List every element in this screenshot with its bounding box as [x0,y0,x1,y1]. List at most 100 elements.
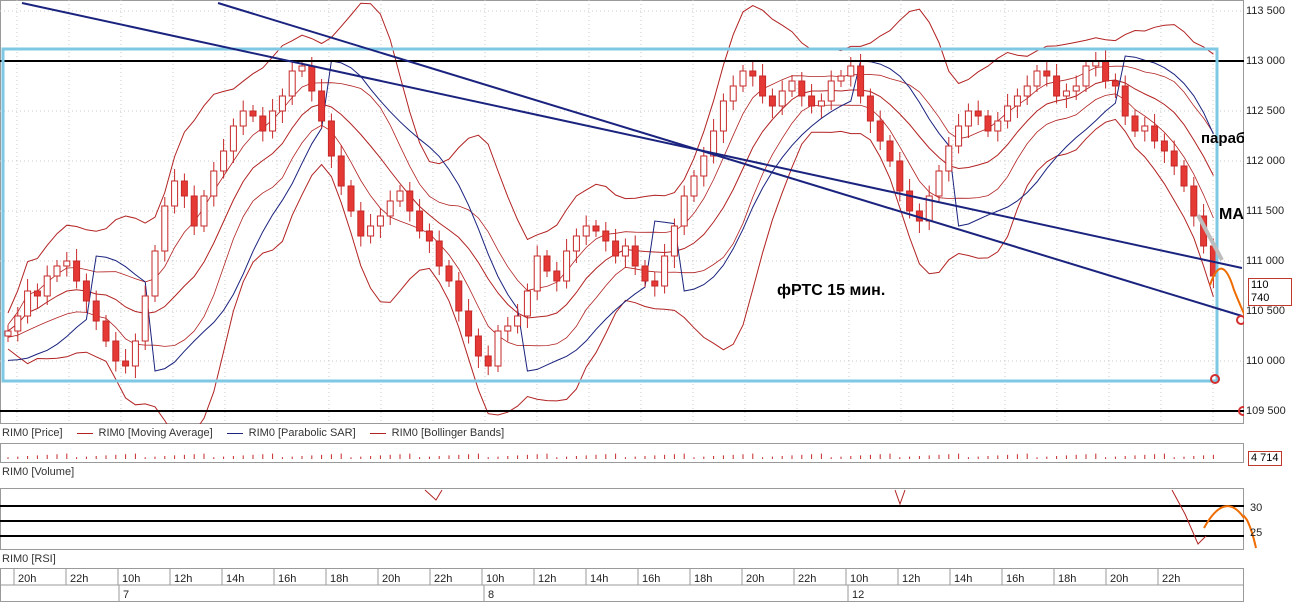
candle-body [974,110,982,117]
time-label: 22h [798,573,816,585]
bollinger-inner-upper [7,65,1214,325]
candle-body [964,110,972,127]
candle-body [817,100,825,107]
legend-sar-swatch [226,432,243,434]
price-tick: 112 000 [1246,155,1285,167]
candle-body [337,155,345,187]
legend-moving-average: RIM0 [Moving Average] [98,427,213,439]
candle-body [651,280,659,287]
price-pane: фРТС 15 мин. параболик МА [0,0,1280,424]
price-tick: 110 500 [1246,305,1285,317]
candle-body [690,175,698,197]
candle-body [308,65,316,92]
day-label: 12 [852,589,864,601]
candle-body [376,215,384,227]
time-label: 16h [1006,573,1024,585]
candle-body [367,225,375,237]
rsi-line [1171,489,1207,545]
candle-body [386,200,394,217]
candle-body [318,90,326,122]
candle-body [984,115,992,132]
candle-body [729,85,737,102]
candle-body [269,110,277,132]
legend-parabolic-sar: RIM0 [Parabolic SAR] [248,427,356,439]
rsi-tick: 30 [1250,502,1263,514]
time-label: 14h [954,573,972,585]
candle-body [1131,115,1139,132]
time-label: 14h [226,573,244,585]
candle-body [406,190,414,212]
time-label: 12h [538,573,556,585]
candle-body [788,80,796,92]
candle-body [494,330,502,367]
candle-body [768,95,776,107]
rsi-forecast-arrow [1244,514,1257,549]
candle-body [396,190,404,202]
candle-body [563,250,571,282]
candle-body [710,130,718,157]
time-label: 12h [902,573,920,585]
candle-body [749,70,757,77]
candle-body [24,290,32,317]
time-label: 20h [382,573,400,585]
candle-body [288,70,296,97]
trend-channel-upper [21,2,1243,269]
bollinger-upper [7,2,1214,314]
volume-value-label: 4 714 [1248,451,1282,466]
moving-average-line [7,79,1214,332]
parabolic-sar-line [7,55,1214,372]
price-tick: 113 500 [1246,5,1285,17]
candle-body [92,300,100,322]
rsi-pane [0,488,1244,550]
candle-body [553,270,561,282]
candle-body [876,120,884,142]
candle-body [1004,105,1012,122]
candle-body [161,205,169,252]
time-label: 18h [330,573,348,585]
price-tick: 113 000 [1246,55,1285,67]
target-circle [1236,315,1244,325]
candle-body [700,155,708,177]
time-label: 10h [122,573,140,585]
candle-body [631,245,639,267]
time-label: 20h [1110,573,1128,585]
time-label: 18h [1058,573,1076,585]
legend-bollinger: RIM0 [Bollinger Bands] [391,427,505,439]
candle-body [63,260,71,267]
price-tick: 111 500 [1246,205,1285,217]
candle-body [847,65,855,77]
time-axis: 20h 22h 10h 12h 14h 16h 18h 20h 22h 10h 12h 14h 16h 1… [0,568,1244,602]
candle-body [210,170,218,197]
candle-body [857,65,865,97]
candle-body [43,275,51,297]
candle-body [886,140,894,162]
range-box [1,47,1219,383]
candle-body [416,210,424,232]
candle-body [1111,80,1119,87]
forecast-arrow [1209,267,1244,317]
price-tick: 112 500 [1246,105,1285,117]
time-label: 18h [694,573,712,585]
time-label: 16h [642,573,660,585]
time-label: 22h [1162,573,1180,585]
candle-body [906,190,914,212]
ma-projection [1196,214,1224,261]
price-chart[interactable] [0,0,1244,424]
candle-body [33,290,41,297]
volume-pane [0,443,1244,463]
candle-body [994,120,1002,132]
candle-body [602,230,610,242]
bollinger-inner-lower [7,93,1214,347]
candle-body [425,230,433,242]
candle-body [680,195,688,227]
candle-body [4,330,12,337]
legend-bb-swatch [369,432,386,434]
candle-body [896,160,904,192]
candle-body [298,65,306,72]
candle-body [1013,95,1021,107]
candle-body [180,180,188,197]
candle-body [122,360,130,367]
candle-body [582,225,590,237]
day-label: 8 [488,589,494,601]
